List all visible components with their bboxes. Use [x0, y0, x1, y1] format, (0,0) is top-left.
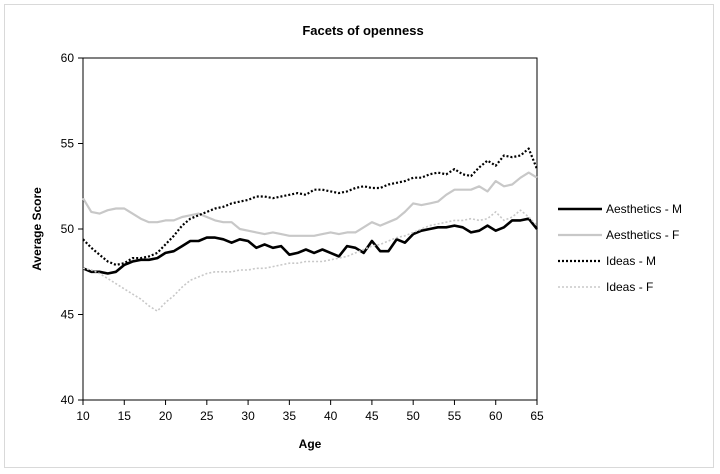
x-tick-label: 35	[283, 409, 297, 423]
series-line-ideas-f	[82, 209, 538, 312]
x-tick-label: 60	[489, 409, 503, 423]
x-tick-label: 15	[118, 409, 132, 423]
x-axis-title: Age	[299, 437, 322, 451]
legend-label: Aesthetics - F	[606, 228, 679, 242]
x-tick-label: 65	[530, 409, 544, 423]
chart-frame: Facets of openness 40 45 50 55 60 10 15 20 25 30…	[4, 4, 714, 468]
x-tick-label: 50	[407, 409, 421, 423]
chart-title: Facets of openness	[302, 23, 423, 38]
series-line-aesthetics-m	[82, 217, 539, 275]
chart-svg: Facets of openness 40 45 50 55 60 10 15 20 25 30…	[30, 23, 682, 451]
legend: Aesthetics - M Aesthetics - F Ideas - M Ide…	[558, 202, 682, 294]
y-axis-ticks: 40 45 50 55 60	[61, 51, 83, 407]
y-tick-label: 45	[61, 308, 75, 322]
series-line-aesthetics-f	[82, 171, 538, 237]
legend-label: Ideas - M	[606, 254, 656, 268]
legend-label: Ideas - F	[606, 280, 653, 294]
x-tick-label: 20	[159, 409, 173, 423]
x-tick-label: 10	[76, 409, 90, 423]
y-tick-label: 50	[61, 222, 75, 236]
series-line-ideas-m	[82, 147, 539, 266]
y-tick-label: 60	[61, 51, 75, 65]
y-axis-title: Average Score	[30, 187, 44, 271]
x-tick-label: 40	[324, 409, 338, 423]
plot-area	[82, 57, 538, 401]
y-tick-label: 55	[61, 137, 75, 151]
legend-label: Aesthetics - M	[606, 202, 682, 216]
series-lines	[82, 147, 539, 312]
x-tick-label: 25	[200, 409, 214, 423]
x-tick-label: 55	[448, 409, 462, 423]
y-tick-label: 40	[61, 393, 75, 407]
x-tick-label: 45	[365, 409, 379, 423]
x-axis-ticks: 10 15 20 25 30 35 40 45 50 55 60 65	[76, 400, 544, 423]
x-tick-label: 30	[241, 409, 255, 423]
